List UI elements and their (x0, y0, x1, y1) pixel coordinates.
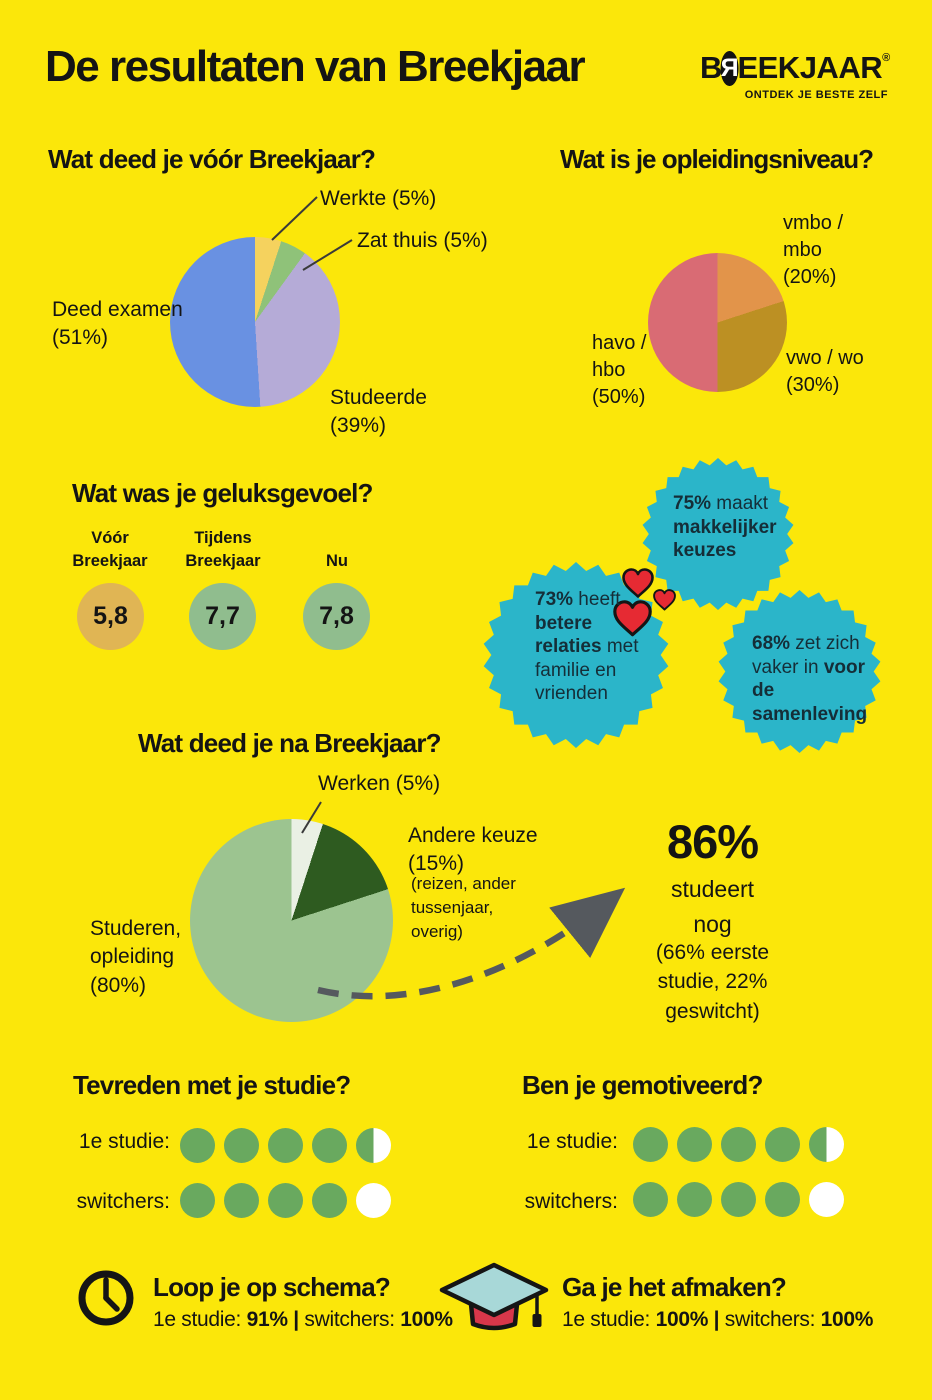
score-label-voor: Vóór Breekjaar (72, 529, 148, 570)
logo-r-circle-icon: R (720, 50, 739, 86)
score-circle-tijdens: 7,7 (189, 583, 256, 650)
pie-label-deed-examen: Deed examen (51%) (52, 298, 183, 350)
pie-label-andere-keuze: Andere keuze (15%) (408, 824, 538, 876)
pie-note-andere-keuze: (reizen, ander tussenjaar, overig) (411, 874, 516, 941)
result-big-percentage: 86% (666, 815, 759, 868)
badge-easier-choices: 75% maakt makkelijker keuzes (673, 493, 777, 562)
badge-better-relations: 73% heeft betere relaties met familie en… (535, 589, 639, 705)
badge-society: 68% zet zich vaker in voor de samenlevin… (752, 633, 868, 725)
pie-chart-after-breekjaar (190, 819, 393, 1022)
rating-dots-motivation-switchers (633, 1182, 853, 1217)
result-subtext: (66% eerste studie, 22% geswitcht) (655, 941, 770, 1023)
section-title-motivation: Ben je gemotiveerd? (522, 1070, 763, 1100)
pie-label-havo-hbo: havo / hbo (50%) (592, 332, 647, 408)
logo-text-post: EEKJAAR (737, 50, 883, 85)
footer-stats-schedule: 1e studie: 91% | switchers: 100% (153, 1308, 453, 1331)
section-title-education: Wat is je opleidingsniveau? (560, 144, 874, 174)
score-label-nu: Nu (326, 551, 348, 570)
section-title-satisfaction: Tevreden met je studie? (73, 1070, 351, 1100)
clock-icon (78, 1270, 134, 1326)
pie-chart-education-level (648, 253, 787, 392)
score-value-tijdens: 7,7 (205, 602, 240, 630)
pie-chart-before-breekjaar (170, 237, 340, 407)
pie-label-studeren: Studeren, opleiding (80%) (90, 917, 182, 997)
score-label-tijdens: Tijdens Breekjaar (185, 529, 261, 570)
section-title-before: Wat deed je vóór Breekjaar? (48, 144, 376, 174)
rating-label-1e-studie: 1e studie: (78, 1130, 170, 1153)
rating-label-switchers-2: switchers: (524, 1190, 618, 1213)
score-value-voor: 5,8 (93, 602, 128, 630)
score-circle-nu: 7,8 (303, 583, 370, 650)
footer-title-finish: Ga je het afmaken? (562, 1272, 787, 1302)
rating-label-1e-studie-2: 1e studie: (526, 1130, 618, 1153)
callout-line-werkte (271, 196, 318, 241)
score-circle-voor: 5,8 (77, 583, 144, 650)
footer-stats-finish: 1e studie: 100% | switchers: 100% (562, 1308, 874, 1331)
graduation-cap-icon (439, 1262, 549, 1331)
registered-mark: ® (882, 52, 890, 64)
rating-label-switchers: switchers: (76, 1190, 170, 1213)
pie-label-studeerde: Studeerde (39%) (330, 386, 427, 438)
section-title-after: Wat deed je na Breekjaar? (138, 728, 442, 758)
logo-tagline: ONTDEK JE BESTE ZELF (744, 89, 888, 101)
pie-label-vwo-wo: vwo / wo (30%) (786, 347, 864, 396)
pie-label-werken: Werken (5%) (318, 772, 441, 795)
rating-dots-satisfaction-switchers (180, 1183, 400, 1218)
pie-label-vmbo-mbo: vmbo / mbo (20%) (783, 212, 844, 288)
footer-title-schedule: Loop je op schema? (153, 1272, 391, 1302)
badge-burst-top (642, 458, 794, 610)
section-title-happiness: Wat was je geluksgevoel? (72, 478, 373, 508)
pie-label-zat-thuis: Zat thuis (5%) (357, 229, 488, 252)
logo-text-pre: B (700, 50, 722, 85)
pie-label-werkte: Werkte (5%) (320, 187, 437, 210)
result-lines: studeert nog (670, 876, 755, 937)
page-title: De resultaten van Breekjaar (45, 42, 586, 91)
logo-wordmark: B R EEKJAAR ® (700, 50, 890, 86)
badge-burst-right (718, 590, 881, 753)
breekjaar-logo: B R EEKJAAR ® ONTDEK JE BESTE ZELF (700, 50, 890, 101)
score-value-nu: 7,8 (319, 602, 354, 630)
rating-dots-motivation-1e (633, 1127, 853, 1162)
rating-dots-satisfaction-1e (180, 1128, 400, 1163)
